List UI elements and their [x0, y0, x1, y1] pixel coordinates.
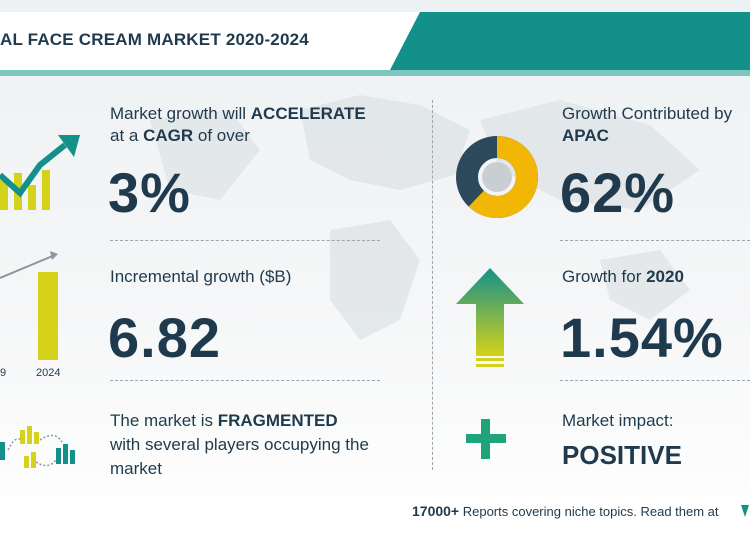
impact-value: POSITIVE	[562, 440, 682, 470]
row-divider-right-1	[560, 240, 750, 241]
apac-label-line1: Growth Contributed by	[562, 104, 733, 123]
footer-logo-icon	[741, 505, 749, 517]
bar-year-left: 9	[0, 367, 7, 379]
incremental-bar-icon	[0, 251, 58, 360]
footer-bar	[405, 496, 750, 526]
header-accent-strip	[0, 70, 750, 76]
row-divider-right-2	[560, 380, 750, 381]
impact-label: Market impact:	[562, 411, 674, 430]
column-divider	[432, 100, 433, 470]
growth-chart-icon	[0, 135, 80, 210]
cagr-label-line2: at a CAGR of over	[110, 126, 250, 145]
apac-value: 62%	[560, 161, 676, 224]
row-divider-left-1	[110, 240, 380, 241]
market-label-line1: The market is FRAGMENTED	[110, 411, 338, 430]
market-label-line3: market	[110, 459, 162, 478]
bar-year-right: 2024	[36, 367, 61, 379]
market-label-line2: with several players occupying the	[110, 435, 369, 454]
row-divider-left-2	[110, 380, 380, 381]
apac-donut-icon	[456, 136, 538, 218]
growth-up-arrow-icon	[456, 268, 524, 367]
header-title-panel	[0, 12, 420, 70]
incremental-label: Incremental growth ($B)	[110, 267, 292, 286]
cagr-label-line1: Market growth will ACCELERATE	[110, 104, 366, 123]
fragmented-market-icon	[0, 426, 75, 468]
footer-text: 17000+ Reports covering niche topics. Re…	[412, 503, 719, 519]
plus-icon	[466, 419, 506, 459]
incremental-value: 6.82	[108, 306, 221, 369]
page-title: AL FACE CREAM MARKET 2020-2024	[0, 30, 309, 49]
apac-label-line2: APAC	[562, 126, 609, 145]
growth-2020-value: 1.54%	[560, 306, 724, 369]
cagr-value: 3%	[108, 161, 191, 224]
growth-2020-label: Growth for 2020	[562, 267, 684, 286]
